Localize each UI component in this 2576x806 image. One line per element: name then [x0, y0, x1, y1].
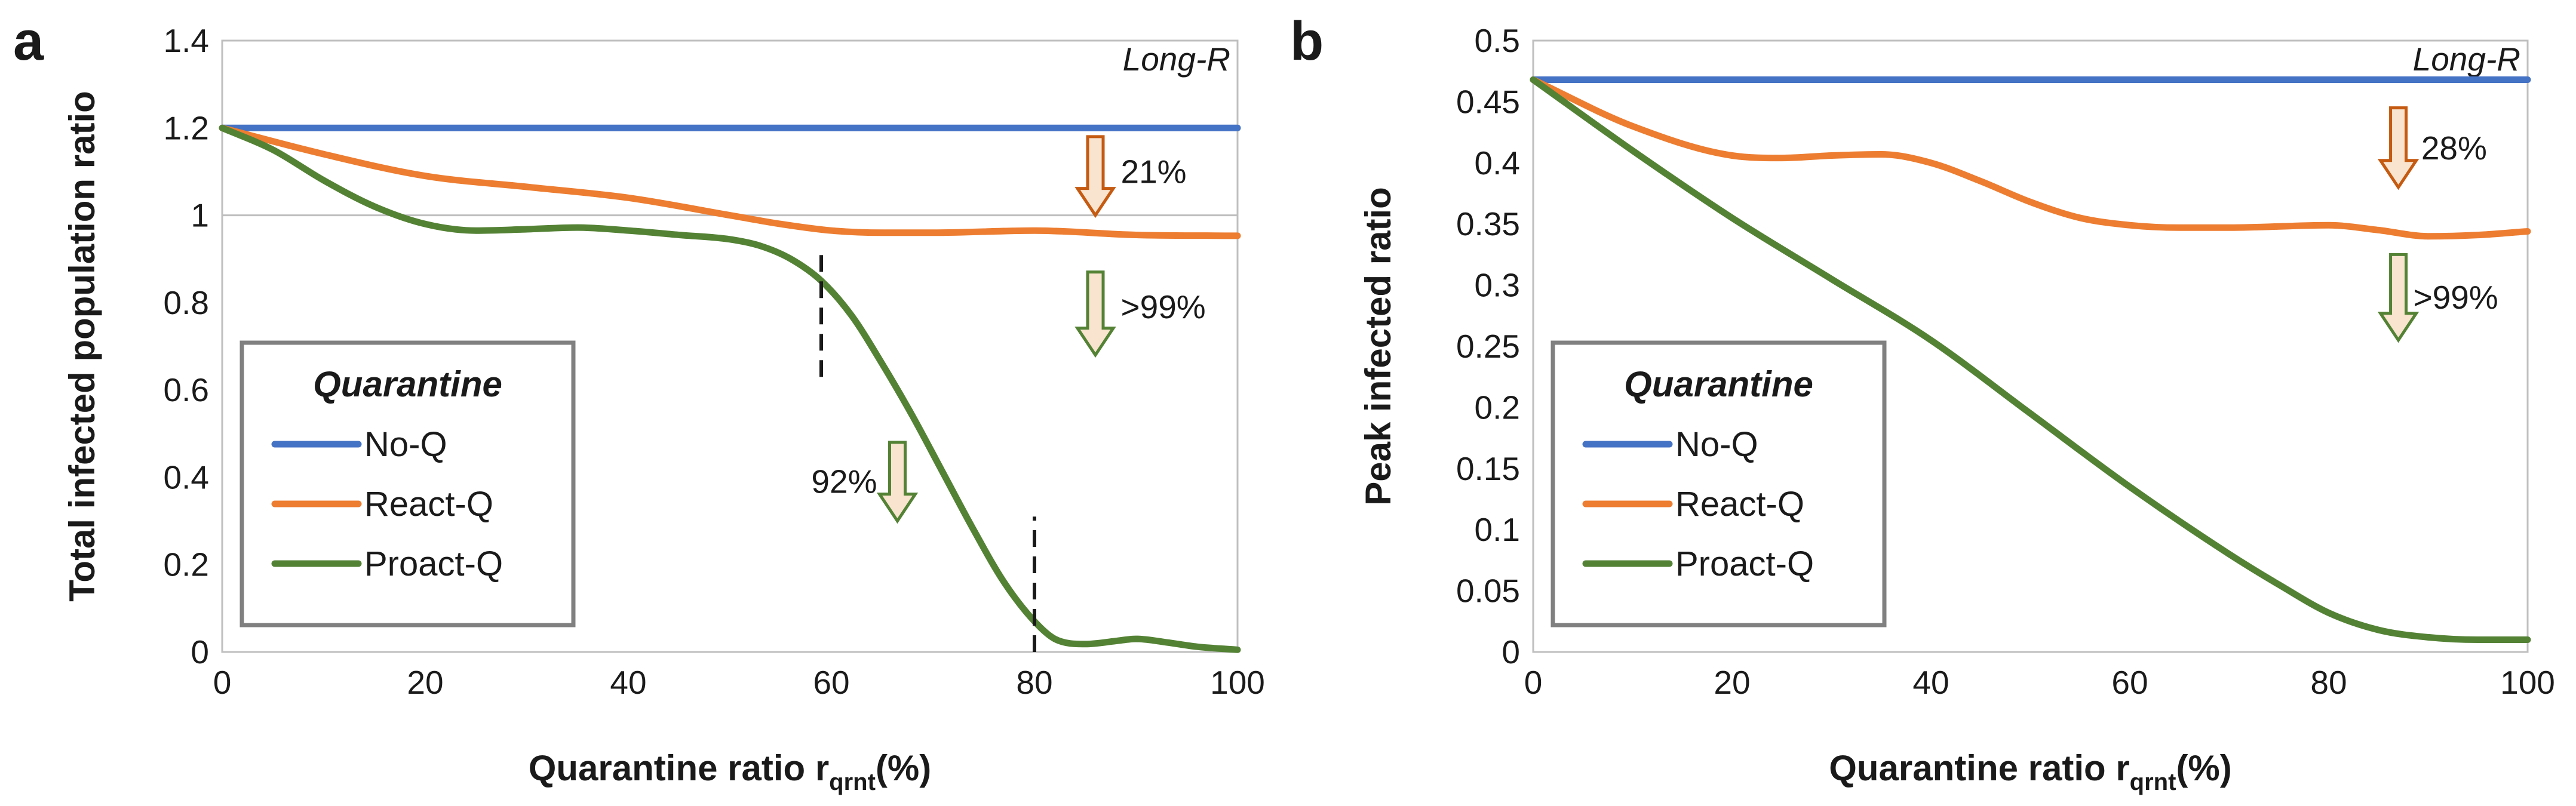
y-tick-label: 0.15 — [1456, 450, 1520, 487]
x-tick-label: 0 — [1524, 664, 1543, 701]
x-axis-title-suffix: (%) — [2176, 748, 2231, 788]
down-arrow-icon — [2377, 106, 2420, 190]
plot-area-frame — [1532, 39, 2529, 653]
x-axis-title-subscript: qrnt — [829, 769, 876, 795]
x-axis-title-main: Quarantine ratio r — [529, 748, 829, 788]
corner-label: Long-R — [2413, 41, 2520, 78]
down-arrow-icon — [2377, 253, 2420, 343]
corner-label: Long-R — [1123, 41, 1230, 78]
y-tick-label: 0.2 — [1475, 389, 1520, 426]
y-tick-label: 0 — [1502, 633, 1520, 670]
legend-frame — [240, 340, 576, 627]
y-axis-title: Peak infected ratio — [1358, 187, 1398, 506]
series-line-react-q — [1530, 76, 2531, 240]
y-axis-title: Total infected population ratio — [62, 91, 102, 602]
x-tick-label: 20 — [407, 664, 443, 701]
panel-label: b — [1290, 11, 1324, 72]
down-arrow-icon — [1074, 270, 1116, 358]
y-tick-label: 0.35 — [1456, 205, 1520, 242]
y-tick-label: 1.4 — [164, 22, 209, 59]
reduction-label: >99% — [2414, 279, 2498, 316]
reduction-label: 28% — [2421, 130, 2487, 167]
reduction-label: 21% — [1121, 153, 1187, 190]
plot-area-frame — [221, 39, 1239, 653]
x-tick-label: 80 — [1016, 664, 1052, 701]
legend-entry: No-Q — [1675, 425, 1758, 464]
y-tick-label: 0.05 — [1456, 573, 1520, 610]
legend-entry: No-Q — [364, 425, 447, 464]
x-axis-title: Quarantine ratio rqrnt(%) — [1829, 748, 2232, 795]
legend: Quarantine No-Q React-Q Proact-Q — [240, 340, 576, 627]
series-line-proact-q — [219, 124, 1241, 653]
x-tick-label: 0 — [213, 664, 232, 701]
x-tick-label: 100 — [1210, 664, 1265, 701]
x-tick-label: 20 — [1714, 664, 1750, 701]
x-axis-title-suffix: (%) — [876, 748, 931, 788]
y-tick-label: 0.25 — [1456, 328, 1520, 365]
x-tick-label: 100 — [2500, 664, 2555, 701]
x-tick-label: 60 — [2111, 664, 2148, 701]
down-arrow-icon — [876, 441, 919, 524]
legend-title: Quarantine — [313, 364, 502, 404]
legend-entry: React-Q — [1675, 485, 1804, 524]
legend-entry: Proact-Q — [364, 544, 503, 583]
reduction-label: >99% — [1121, 288, 1206, 325]
x-tick-label: 60 — [813, 664, 849, 701]
legend-frame — [1550, 340, 1887, 627]
series-line-react-q — [219, 124, 1241, 239]
down-arrow-icon — [1074, 135, 1116, 219]
y-tick-label: 0.6 — [164, 371, 209, 408]
y-tick-label: 0.8 — [164, 284, 209, 321]
x-tick-label: 80 — [2310, 664, 2347, 701]
x-axis-title-subscript: qrnt — [2130, 769, 2176, 795]
legend-entry: Proact-Q — [1675, 544, 1814, 583]
x-axis-title-main: Quarantine ratio r — [1829, 748, 2129, 788]
chart-a: a 0 0.2 0.4 0.6 0.8 1 1.2 1.4 0 20 40 60 80 100 Quarant… — [13, 11, 1265, 795]
y-tick-label: 0.3 — [1475, 267, 1520, 304]
chart-b: b 0 0.05 0.1 0.15 0.2 0.25 0.3 0.35 0.4 0.45 0.5 0 20… — [1290, 11, 2555, 795]
x-tick-label: 40 — [1912, 664, 1949, 701]
series-line-proact-q — [1530, 76, 2531, 644]
y-tick-label: 0 — [191, 633, 209, 670]
y-tick-label: 1 — [191, 197, 209, 234]
y-tick-label: 0.2 — [164, 546, 209, 583]
y-tick-label: 0.1 — [1475, 511, 1520, 548]
legend-title: Quarantine — [1624, 364, 1813, 404]
y-tick-label: 0.45 — [1456, 83, 1520, 120]
x-tick-label: 40 — [610, 664, 646, 701]
reduction-label: 92% — [811, 463, 877, 500]
y-tick-label: 1.2 — [164, 109, 209, 146]
panel-label: a — [13, 11, 44, 72]
y-tick-label: 0.5 — [1475, 22, 1520, 59]
y-tick-label: 0.4 — [164, 459, 209, 496]
x-axis-title: Quarantine ratio rqrnt(%) — [529, 748, 932, 795]
legend: Quarantine No-Q React-Q Proact-Q — [1550, 340, 1887, 627]
y-tick-label: 0.4 — [1475, 144, 1520, 181]
legend-entry: React-Q — [364, 485, 493, 524]
